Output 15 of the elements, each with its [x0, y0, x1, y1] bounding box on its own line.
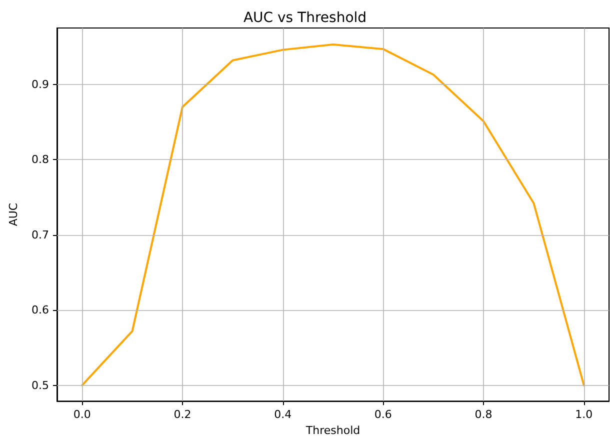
x-tick-label: 0.0	[73, 408, 91, 422]
x-tick-label: 0.6	[374, 408, 392, 422]
x-tick-label: 0.4	[274, 408, 292, 422]
y-tick-label: 0.8	[32, 153, 49, 166]
chart-title: AUC vs Threshold	[243, 10, 367, 26]
x-tick-label: 0.8	[474, 408, 492, 422]
y-tick-label: 0.5	[32, 378, 49, 392]
y-tick-label: 0.6	[32, 304, 49, 317]
line-series	[81, 44, 585, 386]
y-axis-title: AUC	[7, 202, 20, 226]
y-tick-label: 0.9	[32, 78, 49, 91]
x-tick-label: 1.0	[575, 408, 593, 422]
x-tick-label: 0.2	[174, 408, 192, 422]
x-axis-title: Threshold	[304, 424, 360, 437]
y-tick-label: 0.7	[32, 228, 49, 242]
